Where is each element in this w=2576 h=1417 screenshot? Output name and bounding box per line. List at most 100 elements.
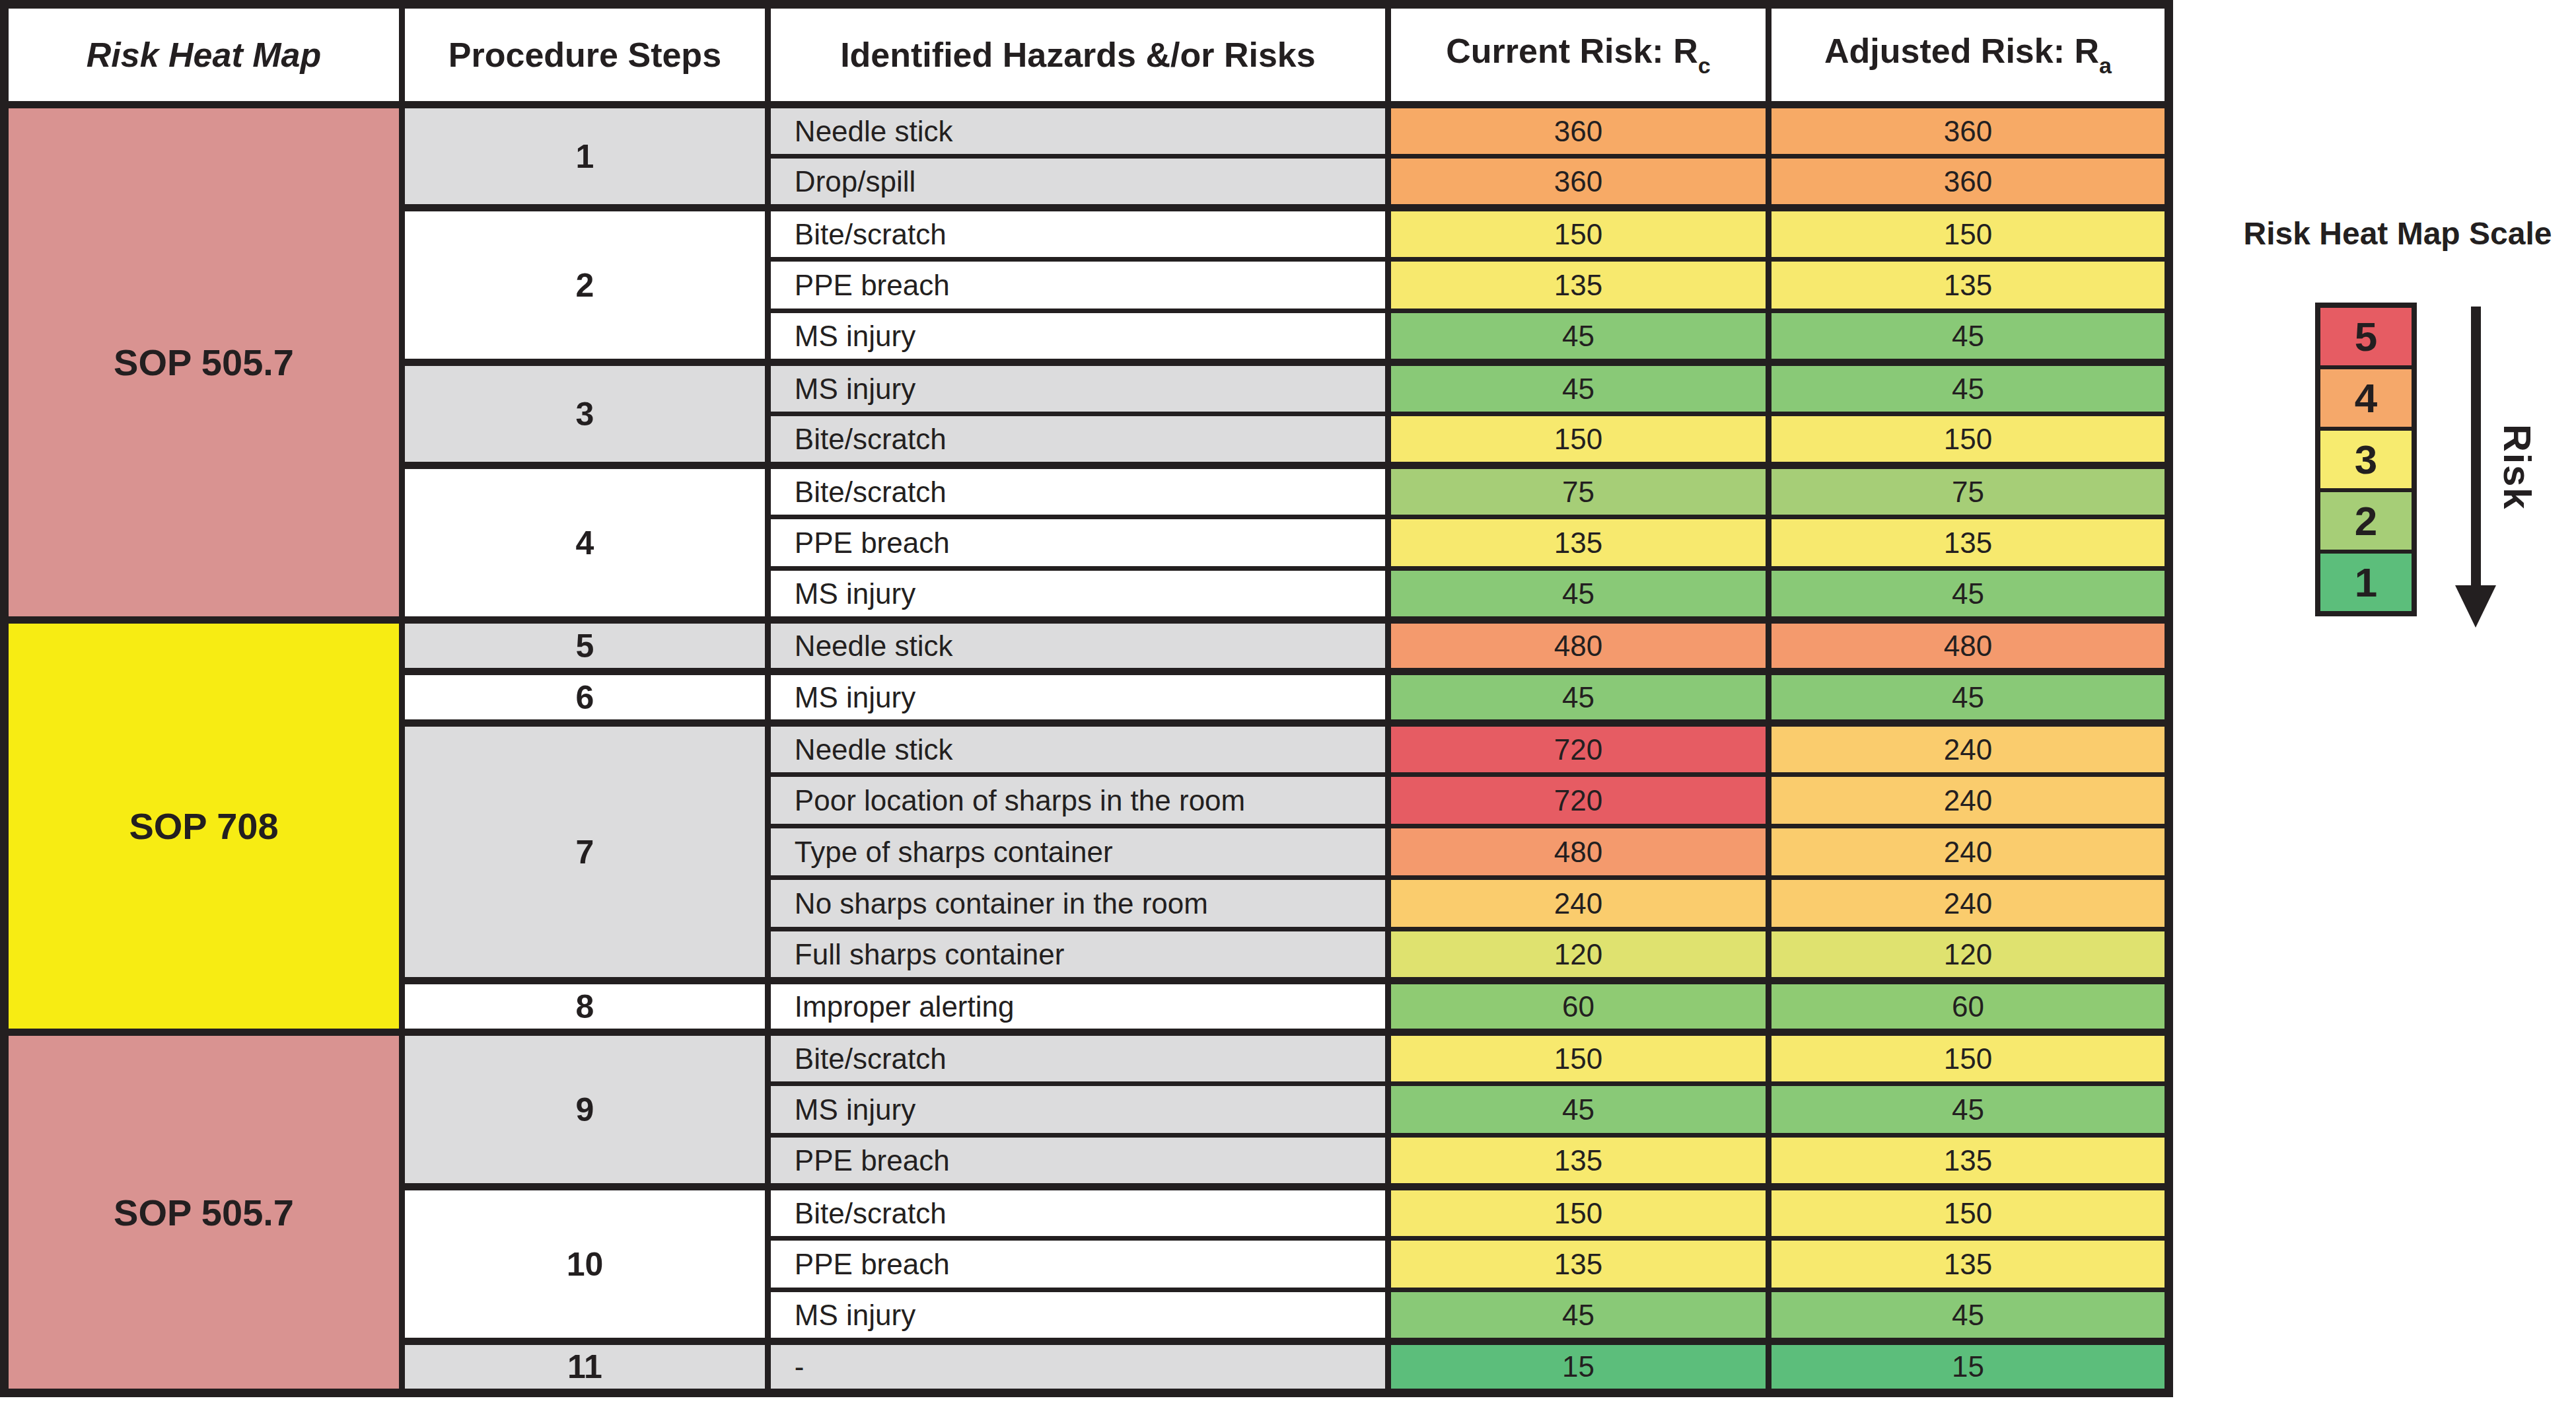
hazard-cell: MS injury: [768, 311, 1388, 363]
hazard-cell: MS injury: [768, 672, 1388, 723]
scale-level-4: 4: [2320, 365, 2412, 427]
header-procedure-steps: Procedure Steps: [402, 5, 768, 105]
scale-level-5: 5: [2320, 308, 2412, 365]
hazard-cell: Improper alerting: [768, 981, 1388, 1033]
adjusted-risk-cell: 360: [1768, 157, 2168, 208]
current-risk-cell: 360: [1388, 157, 1769, 208]
header-risk-heat-map-label: Risk Heat Map: [87, 36, 321, 74]
adjusted-risk-cell: 45: [1768, 1084, 2168, 1136]
adjusted-risk-cell: 240: [1768, 723, 2168, 775]
step-cell: 7: [402, 723, 768, 981]
hazard-cell: PPE breach: [768, 517, 1388, 569]
hazard-cell: Poor location of sharps in the room: [768, 775, 1388, 826]
current-risk-cell: 150: [1388, 414, 1769, 466]
header-risk-heat-map: Risk Heat Map: [5, 5, 402, 105]
adjusted-risk-cell: 150: [1768, 414, 2168, 466]
adjusted-risk-cell: 135: [1768, 260, 2168, 311]
adjusted-risk-cell: 150: [1768, 208, 2168, 260]
current-risk-cell: 135: [1388, 1136, 1769, 1187]
adjusted-risk-cell: 45: [1768, 363, 2168, 414]
hazard-cell: PPE breach: [768, 260, 1388, 311]
current-risk-cell: 135: [1388, 517, 1769, 569]
step-cell: 8: [402, 981, 768, 1033]
hazard-cell: Type of sharps container: [768, 826, 1388, 878]
adjusted-risk-cell: 15: [1768, 1342, 2168, 1393]
step-cell: 1: [402, 105, 768, 208]
adjusted-risk-cell: 45: [1768, 1290, 2168, 1342]
risk-heat-map-figure: Risk Heat Map Procedure Steps Identified…: [0, 0, 2576, 1417]
hazard-cell: PPE breach: [768, 1239, 1388, 1290]
table-row: SOP 505.79Bite/scratch150150: [5, 1033, 2169, 1084]
scale-level-1: 1: [2320, 550, 2412, 611]
hazard-cell: Needle stick: [768, 723, 1388, 775]
current-risk-cell: 480: [1388, 826, 1769, 878]
hazard-cell: MS injury: [768, 363, 1388, 414]
adjusted-risk-cell: 135: [1768, 1136, 2168, 1187]
adjusted-risk-cell: 75: [1768, 466, 2168, 517]
current-risk-cell: 45: [1388, 311, 1769, 363]
step-cell: 5: [402, 620, 768, 672]
hazard-cell: Bite/scratch: [768, 414, 1388, 466]
adjusted-risk-cell: 240: [1768, 826, 2168, 878]
step-cell: 6: [402, 672, 768, 723]
header-identified-hazards: Identified Hazards &/or Risks: [768, 5, 1388, 105]
hazard-cell: Needle stick: [768, 620, 1388, 672]
current-risk-cell: 150: [1388, 208, 1769, 260]
risk-scale-box: 54321: [2315, 303, 2417, 616]
risk-heat-map-table: Risk Heat Map Procedure Steps Identified…: [0, 0, 2173, 1397]
current-risk-cell: 75: [1388, 466, 1769, 517]
scale-level-2: 2: [2320, 488, 2412, 550]
current-risk-cell: 45: [1388, 569, 1769, 620]
adjusted-risk-cell: 480: [1768, 620, 2168, 672]
header-adjusted-risk-label: Adjusted Risk: R: [1824, 32, 2099, 70]
header-adjusted-risk: Adjusted Risk: Ra: [1768, 5, 2168, 105]
table-row: SOP 505.71Needle stick360360: [5, 105, 2169, 157]
current-risk-cell: 45: [1388, 1290, 1769, 1342]
adjusted-risk-cell: 45: [1768, 569, 2168, 620]
header-current-risk-label: Current Risk: R: [1446, 32, 1698, 70]
step-cell: 2: [402, 208, 768, 363]
step-cell: 3: [402, 363, 768, 466]
hazard-cell: -: [768, 1342, 1388, 1393]
current-risk-cell: 240: [1388, 878, 1769, 929]
current-risk-cell: 45: [1388, 1084, 1769, 1136]
adjusted-risk-cell: 60: [1768, 981, 2168, 1033]
hazard-cell: Bite/scratch: [768, 1187, 1388, 1239]
current-risk-cell: 360: [1388, 105, 1769, 157]
current-risk-cell: 135: [1388, 260, 1769, 311]
step-cell: 9: [402, 1033, 768, 1187]
adjusted-risk-cell: 150: [1768, 1187, 2168, 1239]
hazard-cell: Needle stick: [768, 105, 1388, 157]
sop-cell: SOP 505.7: [5, 1033, 402, 1393]
header-procedure-steps-label: Procedure Steps: [448, 36, 721, 74]
adjusted-risk-cell: 45: [1768, 672, 2168, 723]
legend-title: Risk Heat Map Scale: [2206, 215, 2576, 252]
adjusted-risk-cell: 150: [1768, 1033, 2168, 1084]
current-risk-cell: 720: [1388, 723, 1769, 775]
current-risk-cell: 45: [1388, 363, 1769, 414]
current-risk-cell: 135: [1388, 1239, 1769, 1290]
adjusted-risk-cell: 240: [1768, 775, 2168, 826]
sop-cell: SOP 505.7: [5, 105, 402, 620]
risk-axis-label: Risk: [2495, 424, 2540, 511]
adjusted-risk-cell: 135: [1768, 517, 2168, 569]
scale-level-3: 3: [2320, 427, 2412, 488]
hazard-cell: PPE breach: [768, 1136, 1388, 1187]
current-risk-cell: 150: [1388, 1033, 1769, 1084]
adjusted-risk-cell: 240: [1768, 878, 2168, 929]
header-current-risk: Current Risk: Rc: [1388, 5, 1769, 105]
current-risk-cell: 60: [1388, 981, 1769, 1033]
hazard-cell: MS injury: [768, 569, 1388, 620]
header-identified-hazards-label: Identified Hazards &/or Risks: [840, 36, 1316, 74]
hazard-cell: Drop/spill: [768, 157, 1388, 208]
current-risk-cell: 15: [1388, 1342, 1769, 1393]
adjusted-risk-cell: 135: [1768, 1239, 2168, 1290]
hazard-cell: Bite/scratch: [768, 1033, 1388, 1084]
hazard-cell: MS injury: [768, 1290, 1388, 1342]
header-adjusted-risk-subscript: a: [2099, 53, 2112, 78]
step-cell: 10: [402, 1187, 768, 1342]
adjusted-risk-cell: 120: [1768, 929, 2168, 981]
risk-arrow-head-icon: [2455, 585, 2496, 628]
adjusted-risk-cell: 45: [1768, 311, 2168, 363]
step-cell: 11: [402, 1342, 768, 1393]
